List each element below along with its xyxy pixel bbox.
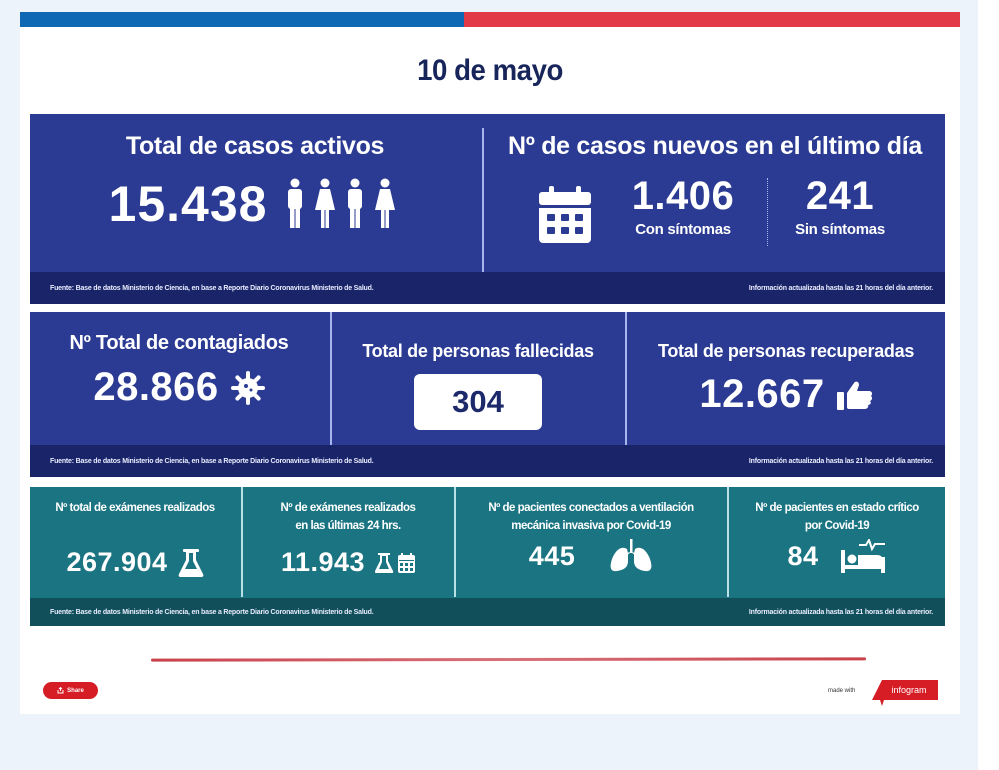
with-symptoms-value: 1.406 — [631, 174, 735, 218]
tests-24h-title: Nº de exámenes realizados en las últimas… — [243, 499, 453, 535]
update-note: Información actualizada hasta las 21 hor… — [748, 284, 933, 292]
vertical-divider — [482, 128, 484, 273]
lungs-icon — [609, 539, 653, 573]
recovered-cell: Total de personas recuperadas 12.667 — [627, 312, 945, 417]
people-icon — [285, 178, 401, 230]
infogram-logo-shape — [872, 680, 938, 706]
active-cases-value: 15.438 — [108, 176, 268, 232]
tests-24h-value: 11.943 — [280, 547, 366, 577]
without-symptoms-group: 241 Sin síntomas — [780, 174, 900, 238]
decorative-red-line — [150, 657, 867, 662]
update-note: Información actualizada hasta las 21 hor… — [748, 608, 933, 616]
deaths-title: Total de personas fallecidas — [362, 341, 594, 361]
infogram-logo[interactable]: infogram — [872, 680, 938, 706]
virus-icon — [230, 370, 265, 405]
panel-footer: Fuente: Base de datos Ministerio de Cien… — [30, 598, 945, 626]
dotted-divider — [767, 178, 768, 246]
flask-calendar-icon — [375, 552, 416, 573]
ventilation-title-line1: Nº de pacientes conectados a ventilación — [488, 502, 694, 514]
recovered-title: Total de personas recuperadas — [657, 341, 915, 361]
calendar-icon — [539, 186, 591, 244]
ventilation-title: Nº de pacientes conectados a ventilación… — [456, 499, 726, 535]
infected-value: 28.866 — [93, 365, 219, 409]
tests-24h-cell: Nº de exámenes realizados en las últimas… — [243, 487, 453, 578]
share-label: Share — [67, 687, 84, 694]
made-with-text: made with — [828, 688, 856, 694]
flag-color-bar — [20, 12, 960, 27]
critical-title-line2: por Covid-19 — [804, 520, 870, 532]
new-cases-title: Nº de casos nuevos en el último día — [507, 132, 923, 160]
source-note: Fuente: Base de datos Ministerio de Cien… — [50, 284, 374, 292]
without-symptoms-value: 241 — [805, 174, 875, 218]
with-symptoms-group: 1.406 Con síntomas — [613, 174, 753, 238]
flask-icon — [178, 548, 204, 577]
tests-and-hospital-panel: Nº total de exámenes realizados 267.904 … — [30, 487, 945, 626]
critical-cell: Nº de pacientes en estado crítico por Co… — [729, 487, 945, 573]
infographic-card: 10 de mayo Total de casos activos 15.438… — [20, 12, 960, 714]
active-and-new-cases-panel: Total de casos activos 15.438 Nº de caso… — [30, 114, 945, 304]
with-symptoms-label: Con síntomas — [635, 221, 731, 238]
vertical-divider — [625, 312, 627, 445]
active-cases-title: Total de casos activos — [125, 132, 385, 160]
deaths-value: 304 — [414, 374, 542, 430]
hospital-bed-icon — [839, 539, 887, 573]
total-tests-title: Nº total de exámenes realizados — [55, 502, 215, 514]
update-note: Información actualizada hasta las 21 hor… — [748, 457, 933, 465]
critical-title-line1: Nº de pacientes en estado crítico — [755, 502, 919, 514]
vertical-divider — [241, 487, 243, 597]
tests-24h-title-line1: Nº de exámenes realizados — [280, 502, 416, 514]
critical-value: 84 — [787, 540, 819, 571]
source-note: Fuente: Base de datos Ministerio de Cien… — [50, 457, 374, 465]
flag-blue-segment — [20, 12, 464, 27]
ventilation-value: 445 — [528, 540, 576, 571]
without-symptoms-label: Sin síntomas — [795, 221, 885, 238]
page-title: 10 de mayo — [417, 54, 563, 87]
recovered-value: 12.667 — [699, 372, 825, 416]
infected-title: Nº Total de contagiados — [69, 332, 289, 354]
infected-cell: Nº Total de contagiados 28.866 — [30, 312, 328, 410]
source-note: Fuente: Base de datos Ministerio de Cien… — [50, 608, 374, 616]
flag-red-segment — [464, 12, 960, 27]
tests-24h-title-line2: en las últimas 24 hrs. — [295, 520, 401, 532]
active-cases-cell: Total de casos activos 15.438 — [30, 114, 480, 233]
thumbs-up-icon — [836, 380, 873, 410]
infogram-brand-text: infogram — [891, 685, 927, 695]
total-tests-cell: Nº total de exámenes realizados 267.904 — [30, 487, 240, 578]
share-icon — [57, 687, 64, 694]
ventilation-cell: Nº de pacientes conectados a ventilación… — [456, 487, 726, 573]
vertical-divider — [727, 487, 729, 597]
new-cases-cell: Nº de casos nuevos en el último día 1.40… — [485, 114, 945, 246]
totals-panel: Nº Total de contagiados 28.866 — [30, 312, 945, 477]
panel-footer: Fuente: Base de datos Ministerio de Cien… — [30, 272, 945, 304]
total-tests-value: 267.904 — [66, 547, 168, 577]
ventilation-title-line2: mecánica invasiva por Covid-19 — [511, 520, 671, 532]
panel-footer: Fuente: Base de datos Ministerio de Cien… — [30, 445, 945, 477]
vertical-divider — [454, 487, 456, 597]
critical-title: Nº de pacientes en estado crítico por Co… — [729, 499, 945, 535]
share-button[interactable]: Share — [43, 682, 98, 699]
deaths-cell: Total de personas fallecidas 304 — [332, 312, 624, 430]
vertical-divider — [330, 312, 332, 445]
